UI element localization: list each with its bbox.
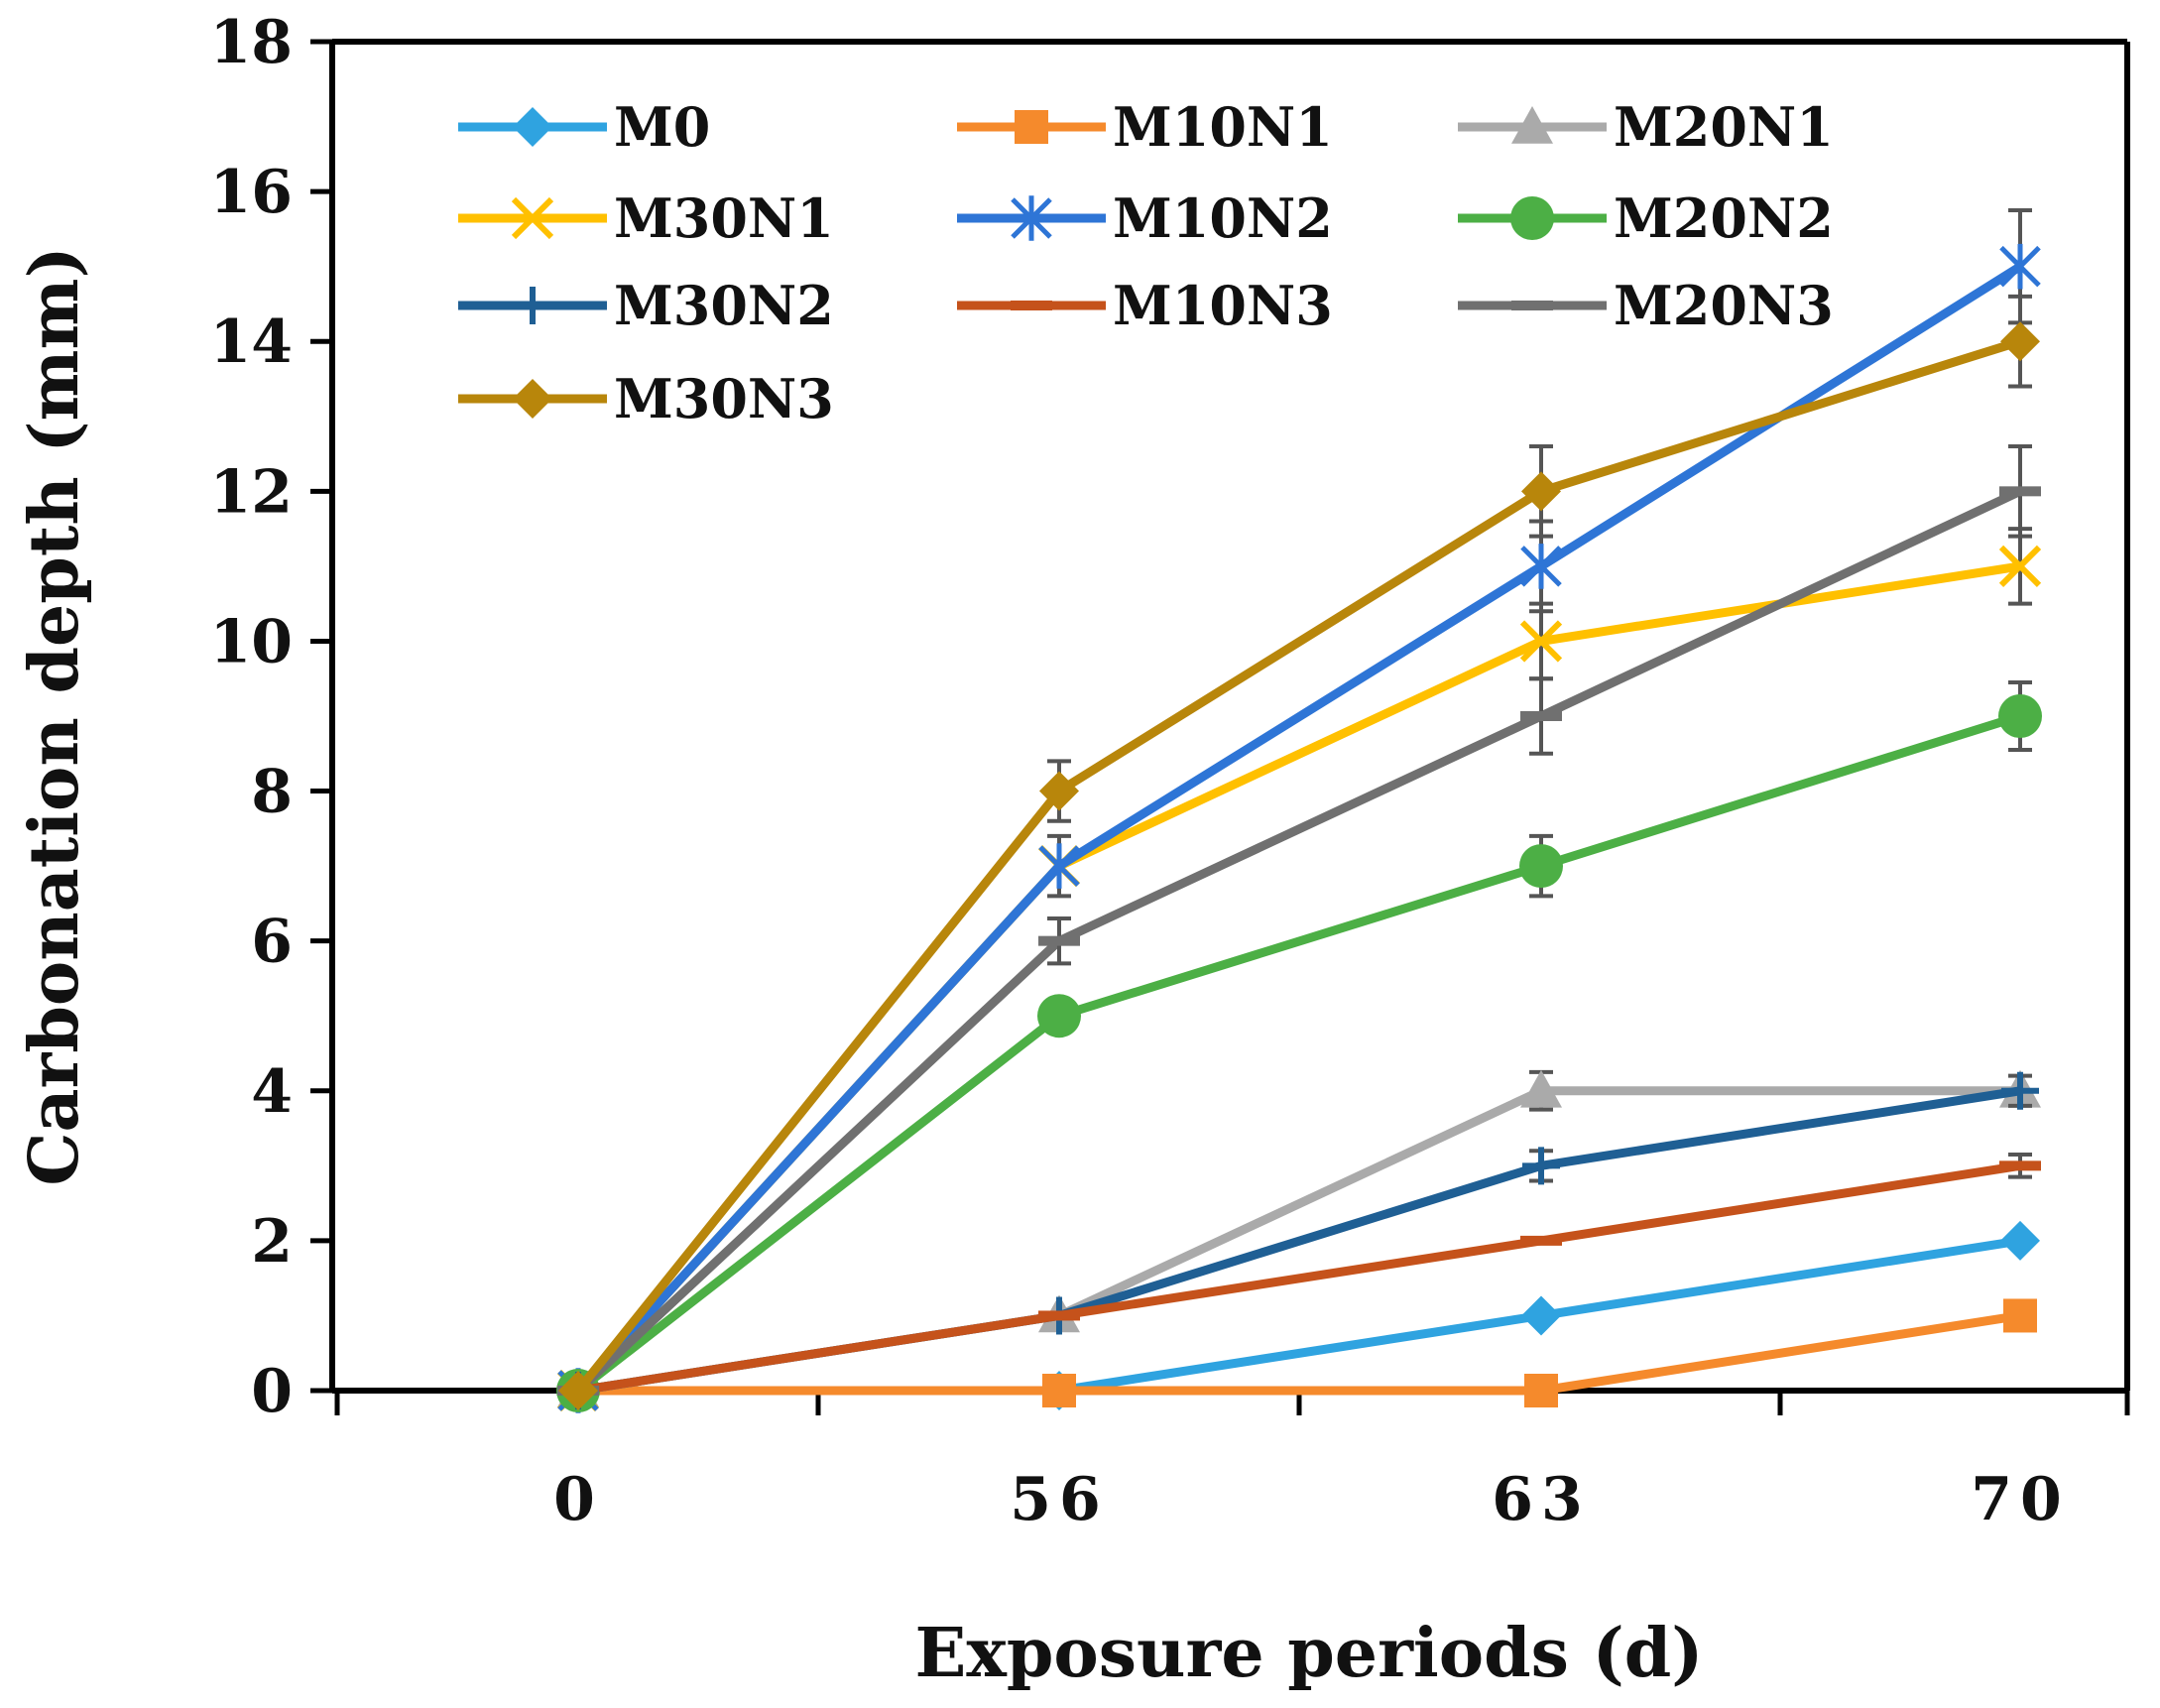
series-m30n3	[558, 294, 2040, 1410]
legend-item-m20n2: M20N2	[1458, 186, 1834, 250]
y-tick-label: 12	[210, 457, 294, 527]
legend: M0 M10N1 M20N1 M30N1 M10N2 M20N2 M30N2 M10N3 M20…	[458, 95, 1834, 430]
legend-label: M0	[614, 95, 710, 159]
data-point	[2000, 321, 2040, 362]
legend-label: M30N2	[614, 274, 834, 337]
data-point	[1520, 711, 1562, 721]
series-m0	[558, 1220, 2040, 1410]
legend-item-m30n2: M30N2	[458, 274, 834, 337]
y-axis-ticks: 0 2 4 6 8 10 12 14 16 18	[210, 8, 332, 1426]
data-point	[1520, 544, 1562, 589]
legend-marker	[514, 287, 551, 324]
y-tick-label: 10	[210, 607, 294, 676]
y-tick-label: 0	[251, 1357, 293, 1426]
legend-label: M20N3	[1614, 274, 1834, 337]
data-point	[1520, 1235, 1562, 1246]
series-line	[577, 1160, 2021, 1396]
legend-item-m20n3: M20N3	[1458, 274, 1834, 337]
y-tick-label: 18	[210, 8, 294, 77]
legend-item-m30n1: M30N1	[458, 186, 834, 250]
legend-label: M30N1	[614, 186, 834, 250]
data-point	[2000, 1220, 2040, 1261]
series-line	[574, 561, 2021, 1395]
data-point	[1999, 1160, 2041, 1171]
y-tick-label: 2	[251, 1207, 293, 1277]
series-line	[578, 1310, 2021, 1396]
data-point	[1999, 243, 2041, 290]
y-tick-label: 4	[251, 1057, 293, 1127]
series-line	[574, 487, 2022, 1395]
legend-marker	[513, 379, 552, 419]
legend-label: M20N2	[1614, 186, 1834, 250]
y-tick-label: 8	[251, 758, 293, 827]
data-point	[1519, 620, 1563, 663]
y-axis-title: Carbonation depth (mm)	[15, 246, 94, 1185]
x-tick-label: 0	[553, 1465, 603, 1534]
data-point	[1039, 771, 1079, 811]
y-tick-label: 6	[251, 908, 293, 977]
data-point	[1038, 843, 1080, 889]
data-point	[1521, 1295, 1561, 1336]
legend-item-m20n1: M20N1	[1458, 95, 1834, 159]
series-m20n2	[556, 680, 2042, 1412]
legend-marker	[1511, 106, 1553, 144]
legend-label: M30N3	[614, 367, 834, 430]
series-line	[575, 711, 2022, 1395]
legend-label: M20N1	[1614, 95, 1834, 159]
data-point	[1037, 994, 1081, 1038]
data-point	[2003, 1298, 2037, 1333]
y-tick-label: 14	[210, 307, 294, 377]
data-point	[1038, 1310, 1080, 1321]
x-tick-label: 56	[1010, 1465, 1109, 1534]
legend-item-m10n2: M10N2	[957, 186, 1333, 250]
legend-marker	[513, 107, 552, 147]
y-tick-label: 16	[210, 158, 294, 227]
legend-label: M10N2	[1113, 186, 1333, 250]
data-point	[1042, 1374, 1076, 1407]
legend-marker	[1511, 301, 1553, 310]
data-point	[1999, 486, 2041, 497]
data-point	[1522, 1147, 1560, 1185]
legend-marker	[1510, 196, 1554, 240]
legend-marker	[1015, 110, 1048, 144]
legend-marker	[1011, 301, 1052, 310]
series-line	[578, 1236, 2021, 1396]
data-point	[1998, 694, 2042, 738]
x-tick-label: 63	[1492, 1465, 1591, 1534]
x-axis-ticks: 0 56 63 70	[334, 1391, 2130, 1534]
data-point	[1519, 844, 1563, 889]
legend-item-m0: M0	[458, 95, 710, 159]
data-point	[1521, 471, 1561, 512]
x-tick-label: 70	[1971, 1465, 2070, 1534]
legend-item-m30n3: M30N3	[458, 367, 834, 430]
legend-item-m10n1: M10N1	[957, 95, 1333, 159]
series-layer	[556, 208, 2042, 1413]
data-point	[2001, 1071, 2039, 1110]
series-line	[574, 336, 2022, 1394]
legend-item-m10n3: M10N3	[957, 274, 1333, 337]
x-axis-title: Exposure periods (d)	[915, 1614, 1704, 1693]
data-point	[1998, 545, 2042, 588]
series-m20n3	[557, 444, 2041, 1396]
data-point	[558, 1371, 598, 1410]
data-point	[1038, 935, 1080, 946]
legend-marker	[511, 196, 554, 240]
legend-marker	[1011, 195, 1052, 241]
data-point	[1524, 1374, 1558, 1407]
legend-label: M10N3	[1113, 274, 1333, 337]
data-point	[1520, 1069, 1562, 1108]
legend-label: M10N1	[1113, 95, 1333, 159]
